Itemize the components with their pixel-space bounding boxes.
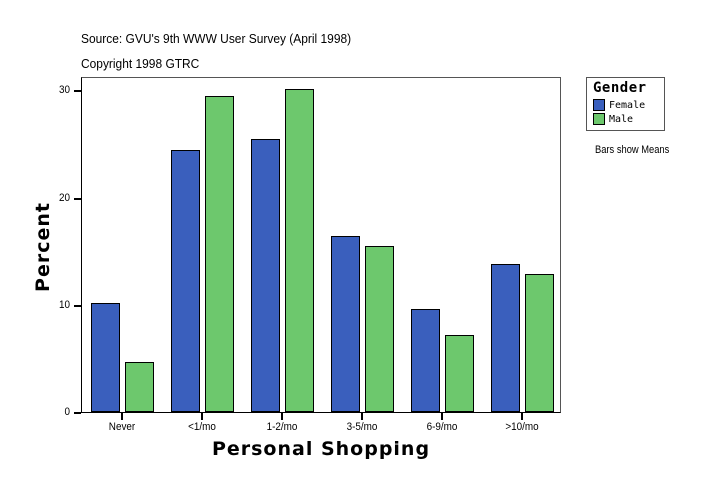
x-tick	[201, 413, 203, 420]
x-tick-label: 1-2/mo	[266, 421, 298, 433]
y-tick	[74, 197, 81, 200]
bar-male	[205, 96, 234, 412]
legend-item-female: Female	[593, 99, 645, 111]
y-tick-label: 0	[64, 406, 70, 418]
legend-item-male: Male	[593, 113, 633, 125]
x-tick-label: Never	[108, 421, 136, 433]
y-tick	[74, 304, 81, 307]
bar-female	[171, 150, 200, 412]
bar-female	[251, 139, 280, 412]
bar-female	[491, 264, 520, 412]
legend-label: Female	[609, 99, 646, 111]
x-tick	[361, 413, 363, 420]
bar-male	[125, 362, 154, 412]
y-tick-label: 30	[58, 84, 70, 97]
y-tick-label: 20	[58, 191, 70, 204]
x-tick-label: 6-9/mo	[426, 421, 458, 433]
y-tick-label: 10	[58, 298, 70, 311]
legend-title: Gender	[593, 80, 647, 96]
y-tick	[74, 412, 81, 414]
y-axis-title: Percent	[32, 202, 54, 292]
x-tick	[281, 413, 283, 420]
bars-note: Bars show Means	[595, 144, 670, 156]
x-tick-label: <1/mo	[188, 421, 216, 433]
bar-male	[365, 246, 394, 412]
y-tick	[74, 90, 81, 93]
bar-female	[411, 309, 440, 412]
copyright-text: Copyright 1998 GTRC	[81, 56, 200, 71]
bar-male	[525, 274, 554, 412]
x-tick	[121, 413, 123, 420]
bar-male	[445, 335, 474, 412]
male-swatch-icon	[593, 113, 605, 125]
legend-label: Male	[609, 113, 634, 125]
source-text: Source: GVU's 9th WWW User Survey (April…	[81, 31, 352, 46]
bar-female	[331, 236, 360, 412]
x-tick	[441, 413, 443, 420]
x-axis-title: Personal Shopping	[211, 438, 431, 460]
female-swatch-icon	[593, 99, 605, 111]
x-tick-label: >10/mo	[505, 421, 539, 433]
bar-female	[91, 303, 120, 412]
bar-male	[285, 89, 314, 412]
x-tick	[521, 413, 523, 420]
plot-area	[81, 77, 561, 413]
legend: Gender Female Male	[586, 77, 665, 131]
x-tick-label: 3-5/mo	[346, 421, 378, 433]
